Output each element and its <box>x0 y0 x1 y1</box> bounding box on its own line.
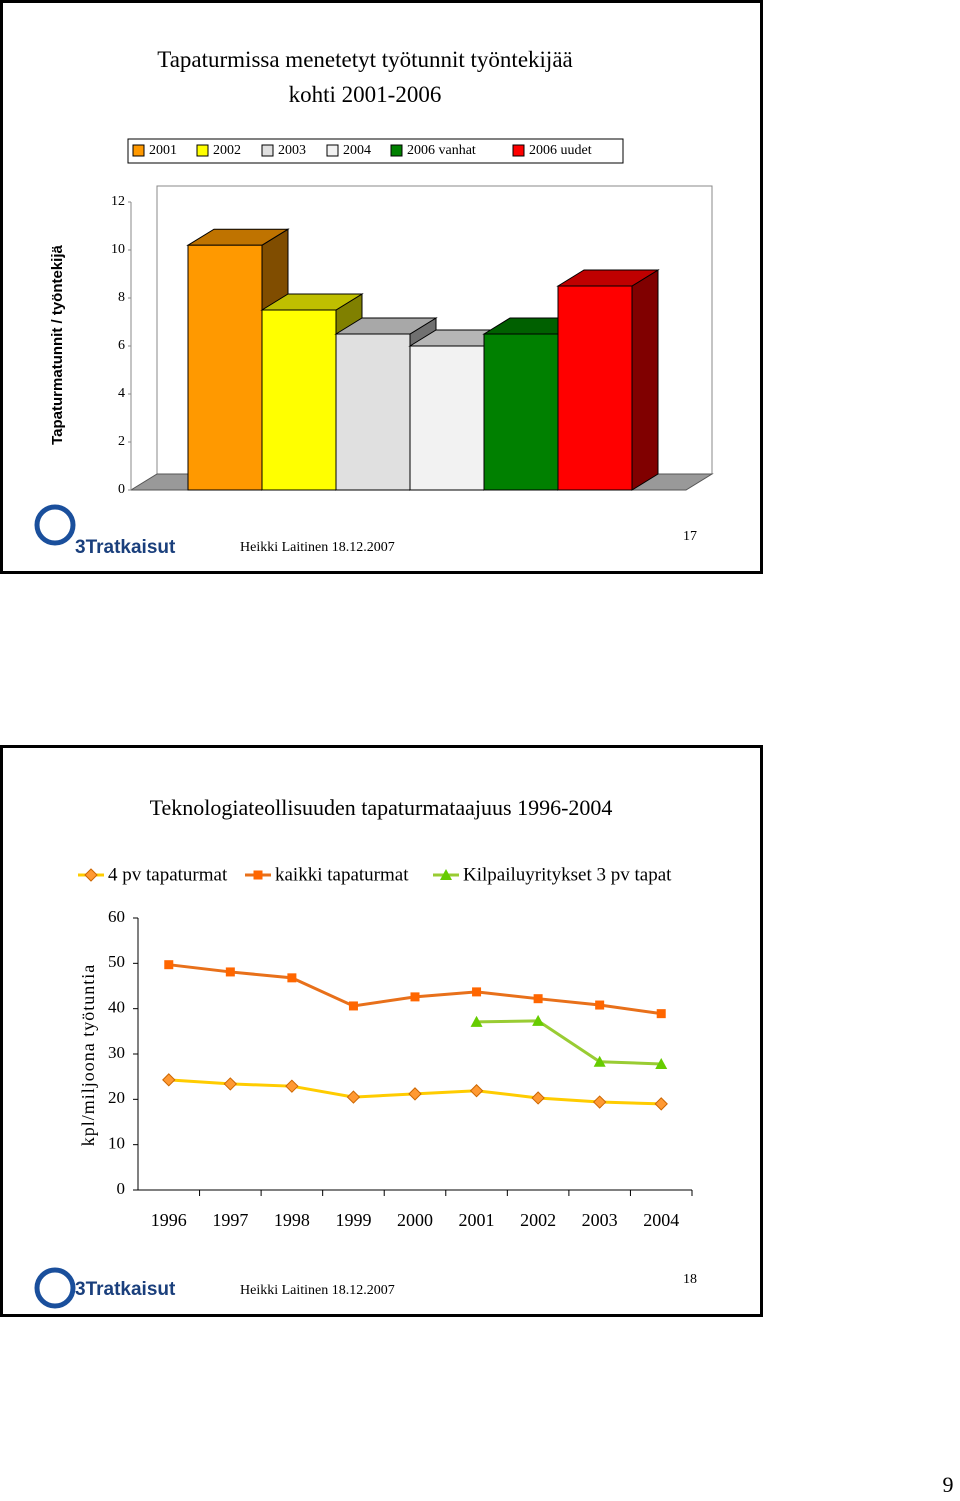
marker <box>654 1097 668 1111</box>
marker <box>285 1079 299 1093</box>
marker <box>408 1087 422 1101</box>
marker <box>533 994 543 1004</box>
y-tick-label: 0 <box>118 482 125 497</box>
marker <box>225 967 235 977</box>
marker <box>595 1000 605 1010</box>
logo: 3Tratkaisut <box>75 537 176 558</box>
marker <box>164 960 174 970</box>
x-tick-label: 2000 <box>397 1210 433 1230</box>
legend-swatch <box>512 144 525 157</box>
marker <box>472 987 482 997</box>
y-tick-label: 60 <box>108 907 125 926</box>
marker <box>162 1073 176 1087</box>
legend-label: Kilpailuyritykset 3 pv tapat <box>463 864 672 885</box>
marker <box>287 973 297 983</box>
bar <box>557 285 633 491</box>
legend-label: 2006 uudet <box>529 143 592 158</box>
x-tick-label: 1996 <box>151 1210 187 1230</box>
logo-swoosh <box>34 1267 76 1309</box>
y-tick-label: 50 <box>108 952 125 971</box>
legend-label: 2004 <box>343 143 371 158</box>
marker <box>440 869 452 880</box>
legend-swatch <box>326 144 339 157</box>
x-tick-label: 2002 <box>520 1210 556 1230</box>
y-tick-label: 12 <box>111 194 125 209</box>
y-tick-label: 0 <box>117 1179 126 1198</box>
marker <box>348 1001 358 1011</box>
chart-title: Teknologiateollisuuden tapaturmataajuus … <box>150 795 613 820</box>
y-tick-label: 10 <box>108 1134 125 1153</box>
marker <box>592 1095 607 1109</box>
legend-label: 2002 <box>213 143 241 158</box>
legend-box <box>127 138 624 164</box>
legend-swatch <box>261 144 274 157</box>
y-tick-label: 2 <box>118 434 125 449</box>
y-axis-label: Tapaturmatunnit / työntekijä <box>49 244 66 444</box>
y-tick-label: 40 <box>108 998 125 1017</box>
x-tick-label: 1998 <box>274 1210 310 1230</box>
bar-side <box>631 269 659 491</box>
slide-number: 18 <box>683 1272 697 1287</box>
marker <box>593 1055 606 1067</box>
x-tick-label: 1999 <box>335 1210 371 1230</box>
legend-swatch <box>196 144 209 157</box>
series-line <box>476 1019 662 1066</box>
x-tick-label: 2004 <box>643 1210 679 1230</box>
marker <box>470 1015 483 1027</box>
marker <box>532 1014 545 1026</box>
series-line <box>168 963 662 1016</box>
page-number: 9 <box>943 1472 954 1497</box>
marker <box>346 1090 361 1104</box>
bar <box>409 345 485 491</box>
y-tick-label: 30 <box>108 1043 125 1062</box>
chart-title: Tapaturmissa menetetyt työtunnit työntek… <box>157 47 572 107</box>
legend-label: 2003 <box>278 143 306 158</box>
marker <box>469 1084 484 1098</box>
marker <box>253 870 263 880</box>
marker <box>656 1009 666 1019</box>
bar <box>261 309 337 491</box>
x-tick-label: 2003 <box>582 1210 618 1230</box>
y-axis-label: kpl/miljoona työtuntia <box>78 964 98 1147</box>
legend-label: 2006 vanhat <box>407 143 476 158</box>
x-tick-label: 2001 <box>459 1210 495 1230</box>
marker <box>84 868 98 882</box>
y-tick-label: 8 <box>118 290 125 305</box>
y-tick-label: 10 <box>111 242 125 257</box>
slide-frame <box>0 0 763 574</box>
logo: 3Tratkaisut <box>75 1279 176 1300</box>
marker <box>655 1057 668 1069</box>
legend-swatch <box>390 144 403 157</box>
marker <box>531 1091 545 1105</box>
slide-number: 17 <box>683 529 697 544</box>
slide-frame <box>0 745 763 1317</box>
y-tick-label: 6 <box>118 338 125 353</box>
bar <box>483 333 559 491</box>
legend-swatch <box>132 144 145 157</box>
footer-text: Heikki Laitinen 18.12.2007 <box>240 1283 395 1298</box>
x-tick-label: 1997 <box>212 1210 248 1230</box>
legend-label: kaikki tapaturmat <box>275 864 409 885</box>
y-tick-label: 20 <box>108 1088 125 1107</box>
footer-text: Heikki Laitinen 18.12.2007 <box>240 540 395 555</box>
y-tick-label: 4 <box>118 386 125 401</box>
legend-label: 4 pv tapaturmat <box>108 864 228 885</box>
legend-label: 2001 <box>149 143 177 158</box>
logo-swoosh <box>34 504 76 546</box>
bar <box>335 333 411 491</box>
marker <box>410 992 420 1002</box>
marker <box>223 1077 238 1091</box>
bar <box>187 244 263 491</box>
